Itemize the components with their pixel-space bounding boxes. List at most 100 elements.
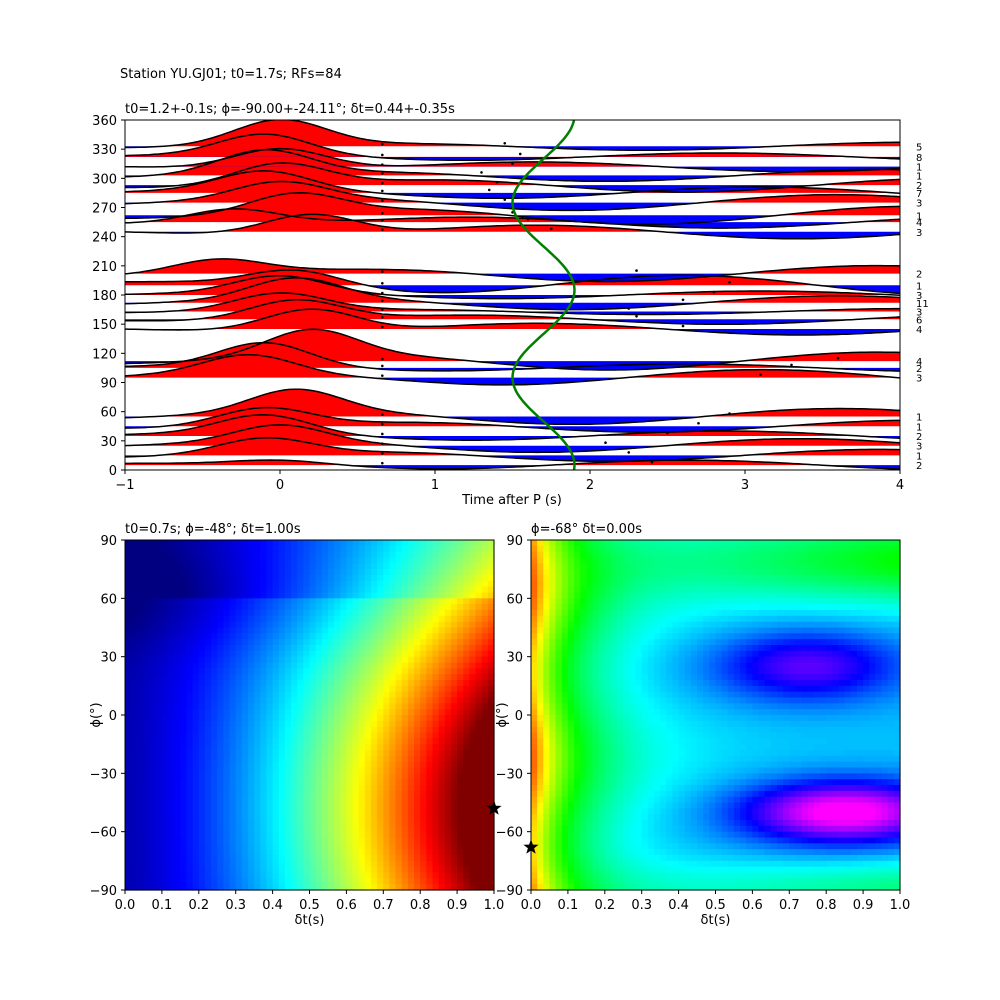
heatmap-cell (223, 545, 231, 553)
heatmap-cell (580, 598, 587, 605)
heatmap-cell (371, 779, 378, 786)
heatmap-cell (217, 849, 224, 856)
heatmap-cell (463, 837, 470, 844)
heatmap-cell (561, 563, 569, 570)
heatmap-cell (155, 650, 163, 658)
heatmap-cell (426, 540, 434, 547)
heatmap-cell (278, 796, 286, 804)
heatmap-cell (414, 627, 421, 634)
heatmap-cell (229, 545, 237, 553)
heatmap-cell (537, 866, 544, 874)
heatmap-cell (266, 662, 274, 669)
heatmap-cell (377, 872, 384, 879)
heatmap-cell (604, 843, 612, 850)
heatmap-cell (549, 878, 557, 885)
heatmap-cell (481, 715, 489, 722)
heatmap-cell (125, 650, 132, 658)
heatmap-cell (561, 820, 569, 827)
heatmap-cell (340, 650, 347, 658)
heatmap-cell (432, 866, 440, 874)
heatmap-cell (450, 802, 458, 809)
heatmap-cell (629, 866, 637, 874)
heatmap-cell (574, 569, 581, 576)
heatmap-cell (623, 615, 630, 623)
heatmap-cell (321, 697, 329, 704)
heatmap-cell (377, 598, 384, 605)
heatmap-cell (174, 738, 181, 745)
heatmap-cell (444, 767, 452, 774)
heatmap-cell (254, 860, 261, 868)
heatmap-cell (254, 639, 261, 646)
heatmap-cell (266, 545, 274, 553)
heatmap-cell (407, 610, 415, 617)
heatmap-cell (211, 802, 218, 809)
heatmap-cell (235, 715, 243, 722)
heatmap-cell (254, 808, 261, 815)
heatmap-cell (383, 639, 391, 646)
heatmap-cell (623, 668, 630, 675)
heatmap-cell (469, 540, 477, 547)
heatmap-cell (235, 668, 243, 675)
heatmap-cell (457, 820, 464, 827)
heatmap-cell (321, 831, 329, 839)
heatmap-cell (254, 855, 261, 862)
heatmap-cell (598, 656, 606, 664)
heatmap-cell (192, 767, 200, 774)
heatmap-cell (426, 843, 434, 850)
heatmap-cell (284, 855, 292, 862)
heatmap-cell (272, 703, 280, 710)
heatmap-cell (647, 540, 655, 547)
heatmap-cell (352, 872, 360, 879)
heatmap-cell (248, 796, 255, 804)
heatmap-cell (450, 610, 458, 617)
heatmap-cell (580, 831, 587, 839)
heatmap-cell (229, 580, 237, 588)
heatmap-cell (487, 604, 495, 611)
heatmap-cell (143, 557, 151, 564)
heatmap-cell (537, 884, 544, 891)
heatmap-cell (426, 831, 434, 839)
heatmap-cell (567, 720, 575, 728)
heatmap-cell (629, 802, 637, 809)
heatmap-cell (321, 825, 329, 833)
heatmap-cell (487, 639, 495, 646)
x-tick-label: 2 (586, 478, 594, 493)
heatmap-cell (414, 825, 421, 833)
heatmap-cell (438, 825, 446, 833)
heatmap-cell (235, 615, 243, 623)
heatmap-cell (315, 650, 323, 658)
heatmap-cell (580, 697, 587, 704)
heatmap-cell (131, 656, 138, 664)
y-tick-label: −30 (90, 767, 117, 782)
heatmap-cell (309, 808, 317, 815)
heatmap-cell (315, 610, 323, 617)
heatmap-cell (229, 680, 237, 687)
heatmap-cell (155, 849, 163, 856)
heatmap-cell (155, 639, 163, 646)
heatmap-cell (223, 744, 231, 751)
heatmap-cell (457, 744, 464, 751)
heatmap-cell (340, 761, 347, 769)
heatmap-cell (143, 621, 151, 629)
heatmap-cell (303, 615, 311, 623)
heatmap-cell (346, 761, 354, 769)
heatmap-cell (291, 604, 298, 611)
heatmap-cell (211, 732, 218, 739)
heatmap-cell (149, 674, 157, 681)
heatmap-cell (204, 849, 212, 856)
heatmap-cell (321, 802, 329, 809)
trace-fill-positive (125, 170, 900, 193)
heatmap-cell (444, 825, 452, 833)
y-tick-label: 150 (92, 318, 117, 333)
heatmap-cell (155, 563, 163, 570)
heatmap-cell (438, 557, 446, 564)
heatmap-cell (278, 569, 286, 576)
heatmap-cell (180, 843, 188, 850)
heatmap-cell (131, 761, 138, 769)
heatmap-cell (309, 598, 317, 605)
heatmap-cell (284, 720, 292, 728)
heatmap-cell (241, 592, 249, 599)
heatmap-cell (186, 668, 194, 675)
heatmap-cell (260, 831, 268, 839)
heatmap-cell (364, 575, 372, 582)
